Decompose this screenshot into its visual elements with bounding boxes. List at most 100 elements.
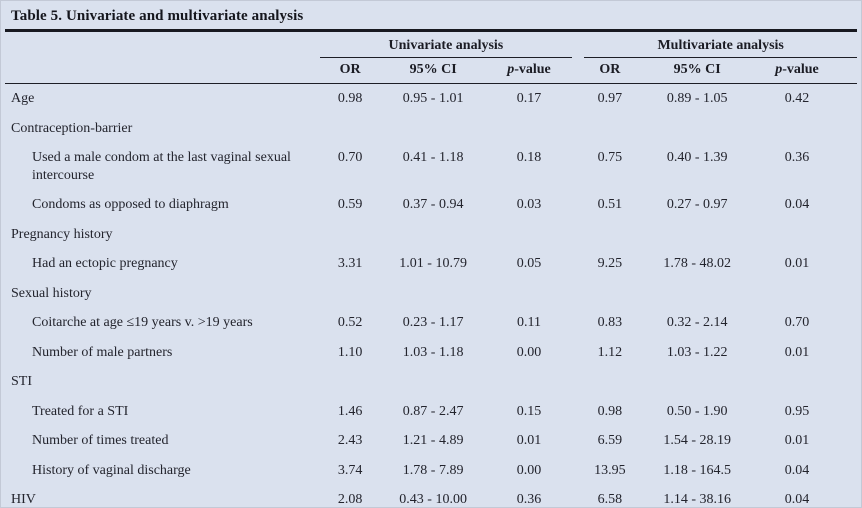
cell-multivariate-ci: 0.27 - 0.97 bbox=[666, 197, 728, 212]
spacer-cell bbox=[572, 220, 585, 250]
cell-univariate-p: 0.00 bbox=[516, 344, 542, 360]
cell-multivariate-or: 0.75 bbox=[597, 150, 623, 165]
row-label: Age bbox=[11, 91, 35, 106]
cell-multivariate-or: 0.98 bbox=[597, 403, 623, 419]
category-label: Pregnancy history bbox=[11, 226, 113, 242]
spacer-cell bbox=[572, 308, 585, 338]
title-divider bbox=[5, 29, 857, 32]
cell-univariate-p: 0.17 bbox=[516, 91, 542, 106]
row-label: HIV bbox=[11, 492, 36, 507]
cell-univariate-or: 3.31 bbox=[337, 256, 363, 271]
univariate-group-header: Univariate analysis bbox=[320, 32, 572, 58]
cell-univariate-or: 0.52 bbox=[337, 315, 363, 330]
row-label: Had an ectopic pregnancy bbox=[32, 256, 178, 271]
group-header-row: Univariate analysis Multivariate analysi… bbox=[5, 32, 857, 58]
cell-univariate-p: 0.05 bbox=[516, 256, 542, 271]
cell-univariate-or: 3.74 bbox=[337, 462, 363, 478]
cell-univariate-ci: 0.87 - 2.47 bbox=[402, 403, 464, 419]
cell-multivariate-or: 9.25 bbox=[597, 256, 623, 271]
cell-univariate-p: 0.01 bbox=[516, 433, 542, 448]
cell-multivariate-p: 0.42 bbox=[784, 91, 810, 106]
row-label: Number of times treated bbox=[32, 433, 169, 448]
table-row-vaginal-discharge: History of vaginal discharge 3.74 1.78 -… bbox=[5, 456, 857, 486]
cell-univariate-or: 0.59 bbox=[337, 197, 363, 212]
cell-univariate-ci: 1.78 - 7.89 bbox=[402, 462, 464, 478]
cell-univariate-p: 0.00 bbox=[516, 462, 542, 478]
category-label: Sexual history bbox=[11, 285, 92, 301]
cell-multivariate-ci: 0.50 - 1.90 bbox=[666, 403, 728, 419]
cell-multivariate-or: 6.58 bbox=[597, 492, 623, 507]
cell-univariate-or: 2.08 bbox=[337, 492, 363, 507]
cell-univariate-ci: 1.21 - 4.89 bbox=[402, 433, 464, 448]
cell-multivariate-p: 0.95 bbox=[784, 403, 810, 419]
cell-univariate-ci: 0.95 - 1.01 bbox=[402, 91, 464, 106]
table-row-category-contraception: Contraception-barrier bbox=[5, 114, 857, 144]
cell-multivariate-ci: 1.18 - 164.5 bbox=[663, 462, 732, 478]
table-row-treated-sti: Treated for a STI 1.46 0.87 - 2.47 0.15 … bbox=[5, 397, 857, 427]
spacer-cell bbox=[572, 485, 585, 508]
cell-multivariate-p: 0.04 bbox=[784, 462, 810, 478]
cell-multivariate-p: 0.04 bbox=[784, 197, 810, 212]
cell-univariate-p: 0.18 bbox=[516, 150, 542, 165]
cell-univariate-ci: 0.37 - 0.94 bbox=[402, 197, 464, 212]
spacer-cell bbox=[572, 426, 585, 456]
spacer-cell bbox=[572, 338, 585, 368]
spacer-cell bbox=[572, 114, 585, 144]
cell-multivariate-or: 0.97 bbox=[597, 91, 623, 106]
cell-multivariate-ci: 1.78 - 48.02 bbox=[663, 256, 732, 271]
spacer-cell bbox=[572, 397, 585, 427]
empty-header-cell bbox=[5, 57, 321, 84]
p-italic-letter: p bbox=[507, 62, 515, 77]
table-row-times-treated: Number of times treated 2.43 1.21 - 4.89… bbox=[5, 426, 857, 456]
spacer-cell bbox=[571, 57, 585, 84]
spacer-cell bbox=[572, 32, 585, 58]
cell-multivariate-or: 0.83 bbox=[597, 315, 623, 330]
col-header-multivariate-or: OR bbox=[584, 57, 636, 84]
spacer-cell bbox=[572, 279, 585, 309]
row-label: Number of male partners bbox=[32, 344, 173, 360]
p-value-suffix: -value bbox=[782, 62, 819, 77]
cell-multivariate-or: 1.12 bbox=[597, 344, 623, 360]
table-row-male-condom: Used a male condom at the last vaginal s… bbox=[5, 143, 857, 190]
spacer-cell bbox=[572, 143, 585, 190]
cell-univariate-or: 0.70 bbox=[337, 150, 363, 165]
cell-multivariate-ci: 1.14 - 38.16 bbox=[663, 492, 732, 507]
empty-header-cell bbox=[5, 32, 320, 58]
col-header-multivariate-ci: 95% CI bbox=[635, 57, 759, 84]
cell-multivariate-or: 6.59 bbox=[597, 433, 623, 448]
analysis-table: Univariate analysis Multivariate analysi… bbox=[5, 32, 857, 508]
cell-multivariate-ci: 1.03 - 1.22 bbox=[666, 344, 728, 360]
spacer-cell bbox=[572, 249, 585, 279]
cell-multivariate-p: 0.70 bbox=[784, 315, 810, 330]
p-value-suffix: -value bbox=[514, 62, 551, 77]
multivariate-group-header: Multivariate analysis bbox=[584, 32, 857, 58]
table-row-hiv: HIV 2.08 0.43 - 10.00 0.36 6.58 1.14 - 3… bbox=[5, 485, 857, 508]
cell-multivariate-ci: 0.32 - 2.14 bbox=[666, 315, 728, 330]
spacer-cell bbox=[572, 190, 585, 220]
cell-univariate-p: 0.15 bbox=[516, 403, 542, 419]
row-label: Treated for a STI bbox=[32, 403, 129, 419]
row-label: Coitarche at age ≤19 years v. >19 years bbox=[32, 315, 253, 330]
cell-univariate-p: 0.36 bbox=[516, 492, 542, 507]
col-header-univariate-or: OR bbox=[320, 57, 380, 84]
col-header-multivariate-pvalue: p-value bbox=[758, 57, 857, 84]
cell-univariate-p: 0.03 bbox=[516, 197, 542, 212]
category-label: Contraception-barrier bbox=[11, 120, 133, 136]
cell-univariate-p: 0.11 bbox=[516, 315, 541, 330]
cell-multivariate-ci: 0.89 - 1.05 bbox=[666, 91, 728, 106]
table-title: Table 5. Univariate and multivariate ana… bbox=[11, 8, 304, 24]
cell-univariate-ci: 0.23 - 1.17 bbox=[402, 315, 464, 330]
cell-multivariate-ci: 1.54 - 28.19 bbox=[663, 433, 732, 448]
cell-univariate-or: 1.46 bbox=[337, 403, 363, 419]
row-label: Condoms as opposed to diaphragm bbox=[32, 197, 229, 212]
category-label: STI bbox=[11, 374, 32, 389]
cell-univariate-ci: 1.03 - 1.18 bbox=[402, 344, 464, 360]
row-label: Used a male condom at the last vaginal s… bbox=[32, 150, 291, 183]
table-row-condoms-vs-diaphragm: Condoms as opposed to diaphragm 0.59 0.3… bbox=[5, 190, 857, 220]
spacer-cell bbox=[572, 84, 585, 114]
column-header-row: OR 95% CI p-value OR 95% CI p-value bbox=[5, 57, 857, 84]
spacer-cell bbox=[572, 456, 585, 486]
table-row-coitarche: Coitarche at age ≤19 years v. >19 years … bbox=[5, 308, 857, 338]
p-italic-letter: p bbox=[775, 62, 783, 77]
